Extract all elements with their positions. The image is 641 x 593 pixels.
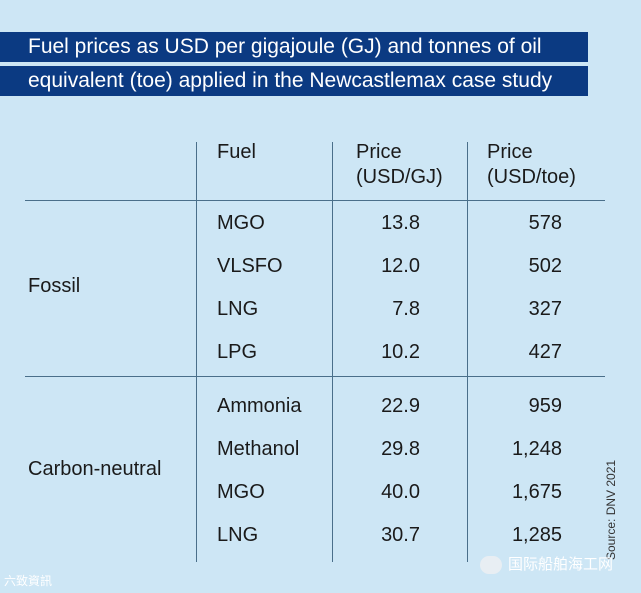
- source-note: Source: DNV 2021: [604, 459, 618, 560]
- group-divider: [25, 376, 605, 377]
- header-price-gj: Price (USD/GJ): [356, 140, 443, 190]
- price-gj-cell: 22.9: [381, 395, 420, 417]
- fuel-cell: Ammonia: [217, 395, 302, 417]
- price-toe-cell: 327: [528, 298, 562, 320]
- fuel-cell: MGO: [217, 212, 265, 234]
- col-divider-1: [196, 142, 197, 562]
- header-divider: [25, 200, 605, 201]
- price-gj-cell: 10.2: [381, 341, 420, 363]
- price-gj-cell: 13.8: [381, 212, 420, 234]
- price-toe-cell: 959: [528, 395, 562, 417]
- wechat-icon: [480, 556, 502, 575]
- price-gj-cell: 40.0: [381, 481, 420, 503]
- header-price-gj-line2: (USD/GJ): [356, 166, 443, 188]
- group-label-carbon-neutral: Carbon-neutral: [28, 458, 162, 480]
- header-price-gj-line1: Price: [356, 141, 402, 163]
- watermark-right-text: 国际船舶海工网: [508, 556, 614, 573]
- col-divider-2: [332, 142, 333, 562]
- col-divider-3: [467, 142, 468, 562]
- watermark-left: 六致資訊: [4, 574, 53, 588]
- price-gj-cell: 30.7: [381, 524, 420, 546]
- price-gj-cell: 29.8: [381, 438, 420, 460]
- fuel-cell: Methanol: [217, 438, 300, 460]
- header-fuel: Fuel: [217, 141, 256, 163]
- title-line-2: equivalent (toe) applied in the Newcastl…: [0, 66, 588, 96]
- price-toe-cell: 1,285: [511, 524, 562, 546]
- header-price-toe-line1: Price: [487, 141, 533, 163]
- fuel-cell: LNG: [217, 298, 259, 320]
- price-toe-cell: 1,248: [511, 438, 562, 460]
- header-price-toe-line2: (USD/toe): [487, 166, 576, 188]
- price-gj-cell: 7.8: [392, 298, 420, 320]
- price-toe-cell: 578: [528, 212, 562, 234]
- fuel-cell: VLSFO: [217, 255, 283, 277]
- price-gj-cell: 12.0: [381, 255, 420, 277]
- price-toe-cell: 502: [528, 255, 562, 277]
- header-price-toe: Price (USD/toe): [487, 140, 576, 190]
- price-toe-cell: 427: [528, 341, 562, 363]
- watermark-right: 国际船舶海工网: [480, 553, 614, 575]
- group-label-fossil: Fossil: [28, 275, 81, 297]
- fuel-cell: LPG: [217, 341, 258, 363]
- title-line-1: Fuel prices as USD per gigajoule (GJ) an…: [0, 32, 588, 62]
- fuel-cell: LNG: [217, 524, 259, 546]
- fuel-cell: MGO: [217, 481, 265, 503]
- price-toe-cell: 1,675: [511, 481, 562, 503]
